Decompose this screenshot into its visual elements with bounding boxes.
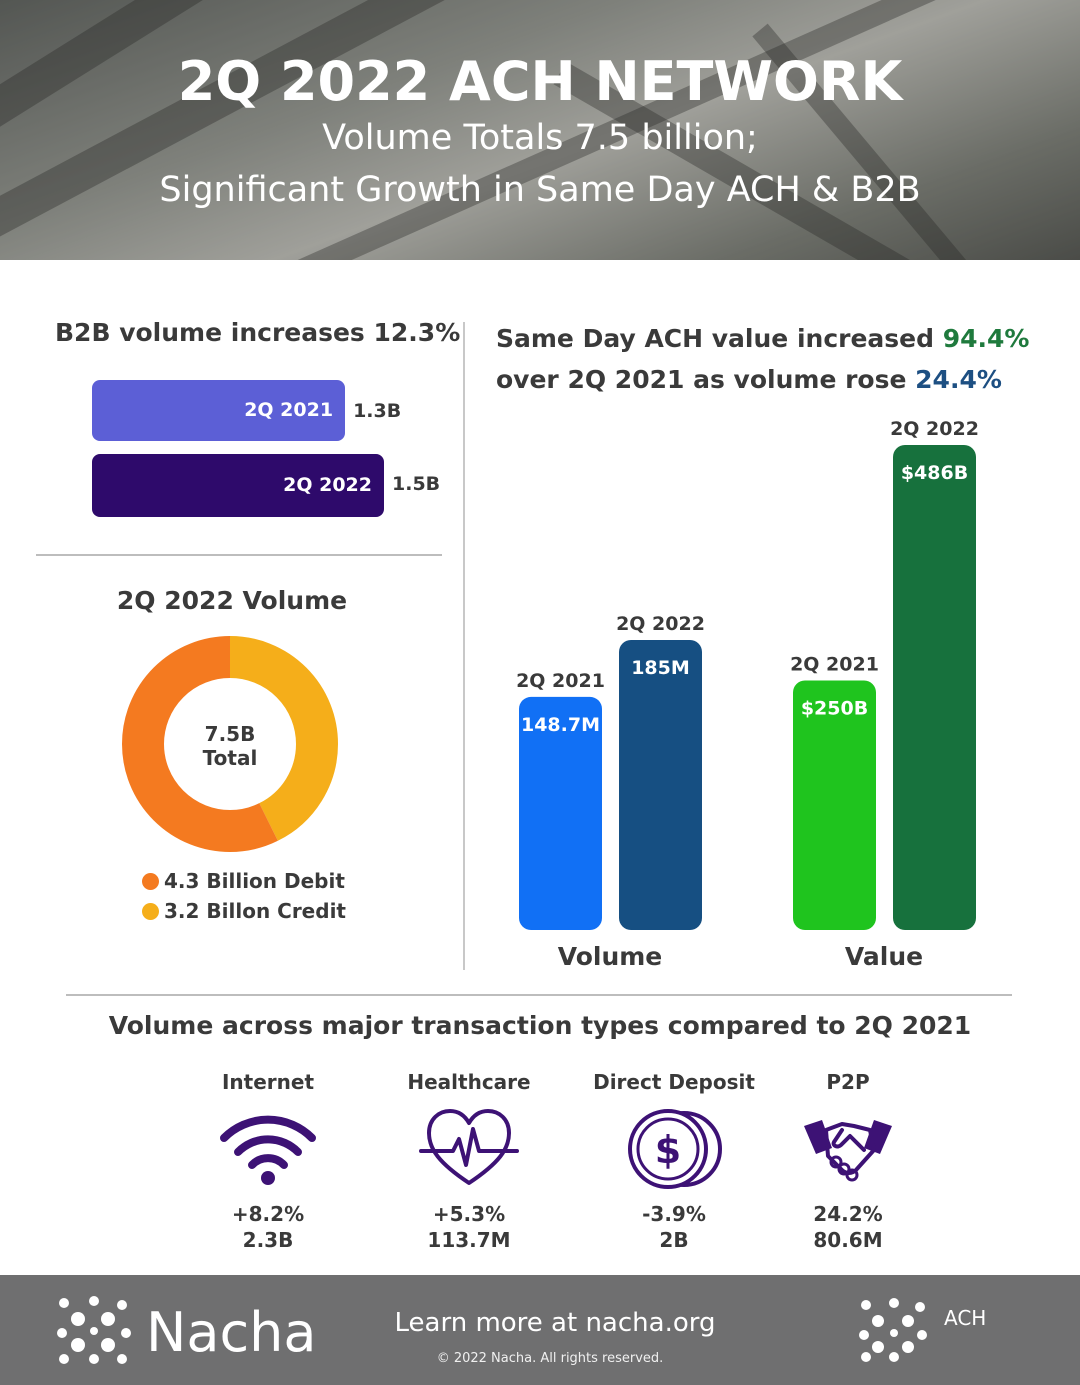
- wifi-icon: [168, 1100, 368, 1196]
- same-day-title-line1: Same Day ACH value increased 94.4%: [496, 318, 1029, 359]
- transaction-healthcare: Healthcare +5.3% 113.7M: [369, 1070, 569, 1252]
- subtitle-line1: Volume Totals 7.5 billion;: [322, 118, 758, 158]
- header-banner: 2Q 2022 ACH NETWORK Volume Totals 7.5 bi…: [0, 0, 1080, 260]
- handshake-icon: [748, 1100, 948, 1196]
- donut-slice-debit: [122, 636, 338, 852]
- bar-category-label: 2Q 2021: [790, 654, 879, 676]
- value-increase-pct: 94.4%: [942, 324, 1030, 353]
- transaction-total: 113.7M: [427, 1228, 511, 1252]
- nacha-brand-name: Nacha: [146, 1301, 317, 1364]
- same-day-title: Same Day ACH value increased 94.4% over …: [496, 318, 1029, 400]
- same-day-title-text2: over 2Q 2021 as volume rose: [496, 365, 907, 394]
- b2b-bar-2022: 2Q 2022: [92, 454, 384, 517]
- volume-donut-chart: [122, 636, 338, 852]
- bar-value-label: $486B: [901, 462, 968, 484]
- ach-network-label: ACH: [944, 1306, 987, 1330]
- transaction-p2p: P2P 24.2% 80.6M: [748, 1070, 948, 1252]
- bar-value-label: 148.7M: [521, 714, 600, 736]
- donut-title: 2Q 2022 Volume: [116, 586, 348, 615]
- copyright: © 2022 Nacha. All rights reserved.: [436, 1351, 664, 1366]
- transaction-label: P2P: [826, 1070, 870, 1094]
- transactions-title: Volume across major transaction types co…: [108, 1011, 972, 1040]
- donut-total-label: Total: [202, 746, 258, 770]
- group-label-value: Value: [844, 942, 924, 971]
- bar-volume-2q-2021: [519, 696, 602, 930]
- legend-label-credit: 3.2 Billon Credit: [164, 899, 346, 923]
- bar-value-label: $250B: [801, 698, 868, 720]
- bar-category-label: 2Q 2021: [516, 670, 605, 692]
- bar-category-label: 2Q 2022: [890, 420, 979, 440]
- svg-text:$: $: [655, 1128, 681, 1172]
- b2b-value-2021: 1.3B: [353, 400, 402, 422]
- same-day-title-line2: over 2Q 2021 as volume rose 24.4%: [496, 359, 1029, 400]
- divider: [36, 554, 442, 556]
- dollar-coins-icon: $: [574, 1100, 774, 1196]
- transaction-internet: Internet +8.2% 2.3B: [168, 1070, 368, 1252]
- transaction-change: 24.2%: [813, 1202, 883, 1226]
- heart-pulse-icon: [369, 1100, 569, 1196]
- page-title: 2Q 2022 ACH NETWORK: [177, 50, 903, 113]
- transaction-change: +5.3%: [432, 1202, 506, 1226]
- bar-category-label: 2Q 2022: [616, 613, 705, 635]
- volume-increase-pct: 24.4%: [915, 365, 1002, 394]
- transaction-change: +8.2%: [231, 1202, 305, 1226]
- legend-item-debit: 4.3 Billion Debit: [142, 869, 345, 893]
- transaction-total: 2B: [659, 1228, 689, 1252]
- footer: Nacha Learn more at nacha.org © 2022 Nac…: [0, 1275, 1080, 1385]
- same-day-title-text1: Same Day ACH value increased: [496, 324, 935, 353]
- b2b-bar-2021: 2Q 2021: [92, 380, 346, 441]
- transaction-total: 2.3B: [242, 1228, 294, 1252]
- bar-value-label: 185M: [631, 657, 690, 679]
- vertical-divider: [463, 322, 465, 970]
- legend-swatch-credit: [142, 903, 159, 920]
- group-label-volume: Volume: [557, 942, 663, 971]
- transaction-total: 80.6M: [813, 1228, 883, 1252]
- divider: [66, 994, 1012, 996]
- b2b-value-2022: 1.5B: [392, 473, 441, 495]
- nacha-logo-icon: [57, 1296, 131, 1364]
- transaction-direct-deposit: Direct Deposit $ -3.9% 2B: [574, 1070, 774, 1252]
- transaction-label: Internet: [221, 1070, 315, 1094]
- transaction-change: -3.9%: [642, 1202, 706, 1226]
- ach-network-logo-icon: [859, 1298, 927, 1362]
- bar-value-2q-2021: [793, 680, 876, 930]
- donut-center-label: 7.5B Total: [172, 722, 288, 770]
- legend-item-credit: 3.2 Billon Credit: [142, 899, 346, 923]
- same-day-bar-chart: 148.7M 2Q 2021 185M 2Q 2022 $250B 2Q 2021 $486…: [516, 420, 979, 930]
- transaction-label: Direct Deposit: [593, 1070, 755, 1094]
- bar-volume-2q-2022: [619, 640, 702, 930]
- b2b-title: B2B volume increases 12.3%: [55, 318, 461, 347]
- learn-more-link[interactable]: Learn more at nacha.org: [394, 1308, 716, 1338]
- legend-swatch-debit: [142, 873, 159, 890]
- transaction-label: Healthcare: [407, 1070, 531, 1094]
- bar-value-2q-2022: [893, 445, 976, 930]
- donut-total-value: 7.5B: [204, 722, 256, 746]
- subtitle-line2: Significant Growth in Same Day ACH & B2B: [159, 170, 921, 210]
- legend-label-debit: 4.3 Billion Debit: [164, 869, 345, 893]
